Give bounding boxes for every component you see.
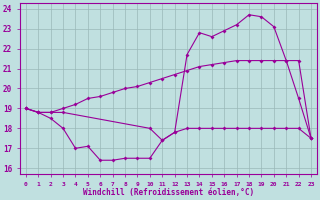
X-axis label: Windchill (Refroidissement éolien,°C): Windchill (Refroidissement éolien,°C) xyxy=(83,188,254,197)
